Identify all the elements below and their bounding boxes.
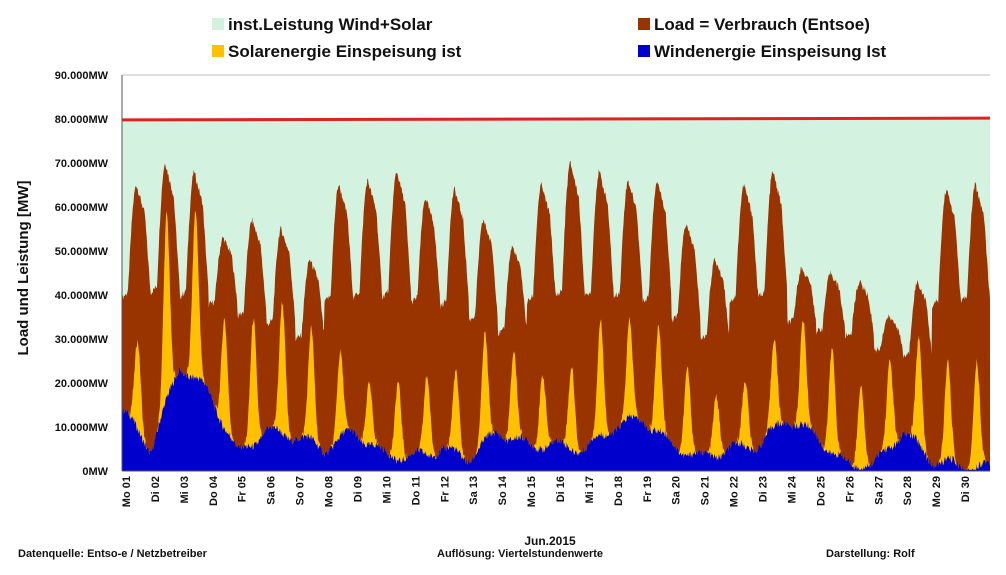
plot-area bbox=[121, 74, 991, 472]
x-tick-label: Sa 20 bbox=[671, 476, 683, 505]
x-tick-label: Mi 03 bbox=[179, 476, 191, 504]
y-tick-label: 10.000MW bbox=[55, 422, 109, 434]
x-tick-label: Sa 13 bbox=[468, 476, 480, 505]
x-tick-label: Mo 15 bbox=[526, 476, 538, 507]
y-tick-labels: 0MW 10.000MW 20.000MW 30.000MW 40.000MW 50.00… bbox=[55, 70, 109, 478]
x-tick-label: Mo 08 bbox=[324, 476, 336, 507]
y-axis-title: Load und Leistung [MW] bbox=[15, 181, 32, 356]
x-tick-label: Fr 05 bbox=[237, 476, 249, 502]
y-tick-label: 60.000MW bbox=[55, 202, 109, 214]
x-tick-label: Do 11 bbox=[410, 476, 422, 505]
y-tick-label: 90.000MW bbox=[55, 70, 109, 82]
x-tick-label: Sa 06 bbox=[266, 476, 278, 505]
x-tick-label: So 21 bbox=[700, 476, 712, 505]
y-tick-label: 0MW bbox=[82, 466, 108, 478]
x-tick-label: Mo 22 bbox=[729, 476, 741, 507]
y-tick-label: 50.000MW bbox=[55, 246, 109, 258]
legend-swatch-load bbox=[638, 18, 650, 30]
x-tick-label: So 28 bbox=[902, 476, 914, 505]
footer-source: Datenquelle: Entso-e / Netzbetreiber bbox=[18, 548, 208, 560]
y-tick-label: 20.000MW bbox=[55, 378, 109, 390]
y-tick-label: 40.000MW bbox=[55, 290, 109, 302]
x-tick-labels: Mo 01 Di 02 Mi 03 Do 04 Fr 05 Sa 06 So 07 Mo 08… bbox=[121, 475, 972, 507]
x-tick-label: So 07 bbox=[295, 476, 307, 505]
x-tick-label: Di 16 bbox=[555, 476, 567, 502]
axes bbox=[121, 75, 990, 472]
x-tick-label: Mo 29 bbox=[931, 476, 943, 507]
legend-swatch-wind bbox=[638, 45, 650, 57]
y-tick-label: 70.000MW bbox=[55, 158, 109, 170]
x-tick-label: Fr 12 bbox=[439, 476, 451, 502]
x-tick-label: Di 09 bbox=[352, 476, 364, 502]
installed-capacity-line bbox=[121, 116, 991, 122]
x-tick-label: Fr 19 bbox=[642, 476, 654, 502]
x-tick-label: Do 04 bbox=[208, 475, 220, 506]
x-tick-label: So 14 bbox=[497, 475, 509, 505]
x-tick-label: Di 23 bbox=[758, 476, 770, 502]
y-tick-label: 30.000MW bbox=[55, 334, 109, 346]
legend-swatch-installed bbox=[212, 18, 224, 30]
x-tick-label: Mi 10 bbox=[381, 476, 393, 504]
x-tick-label: Mi 24 bbox=[786, 475, 798, 503]
legend-swatch-solar bbox=[212, 45, 224, 57]
x-tick-label: Di 30 bbox=[960, 476, 972, 502]
x-tick-label: Do 25 bbox=[815, 476, 827, 506]
legend-label-installed: inst.Leistung Wind+Solar bbox=[228, 15, 433, 34]
x-tick-label: Mi 17 bbox=[584, 476, 596, 504]
x-tick-label: Do 18 bbox=[613, 476, 625, 506]
x-tick-label: Mo 01 bbox=[121, 476, 133, 507]
x-tick-label: Di 02 bbox=[150, 476, 162, 502]
x-tick-label: Sa 27 bbox=[873, 476, 885, 505]
x-axis-title: Jun.2015 bbox=[524, 534, 576, 548]
x-tick-label: Fr 26 bbox=[844, 476, 856, 502]
footer-resolution: Auflösung: Viertelstundenwerte bbox=[437, 548, 603, 560]
wind-area bbox=[122, 366, 990, 471]
legend-label-solar: Solarenergie Einspeisung ist bbox=[228, 42, 462, 61]
legend-label-load: Load = Verbrauch (Entsoe) bbox=[654, 15, 870, 34]
solar-area bbox=[122, 210, 990, 471]
y-tick-label: 80.000MW bbox=[55, 114, 109, 126]
legend-label-wind: Windenergie Einspeisung Ist bbox=[654, 42, 887, 61]
legend: inst.Leistung Wind+Solar Load = Verbrauc… bbox=[212, 15, 887, 61]
footer-author: Darstellung: Rolf bbox=[826, 548, 915, 560]
